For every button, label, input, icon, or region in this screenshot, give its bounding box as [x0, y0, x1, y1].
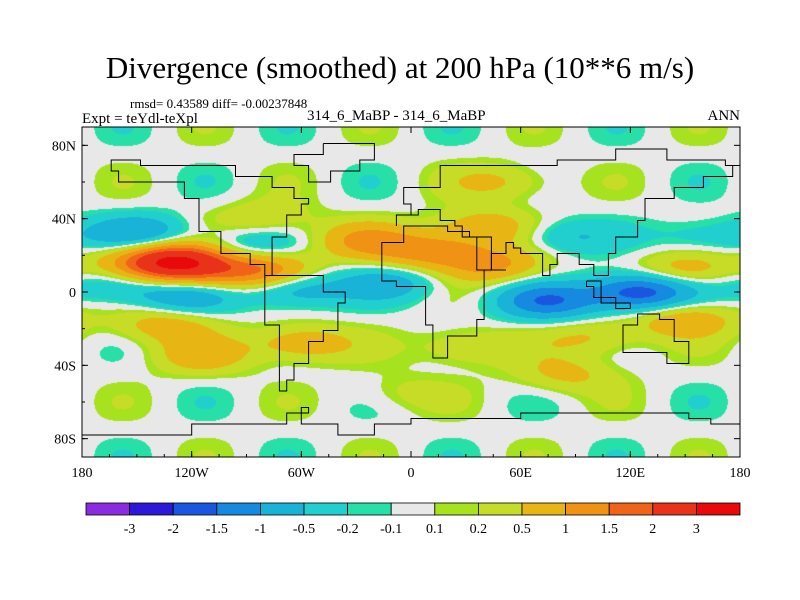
x-axis: 180 120W 60W 0 60E 120E 180 [72, 127, 751, 481]
colorbar-label: 0.5 [513, 522, 531, 537]
x-tick-label: 60E [509, 466, 532, 481]
coastline-7 [293, 143, 375, 183]
colorbar-label: -3 [124, 522, 136, 537]
colorbar-swatch [172, 502, 218, 516]
coastline-4 [622, 313, 690, 364]
colorbar-swatch [521, 502, 566, 516]
coastline-2 [381, 225, 506, 359]
coastline-5 [586, 280, 631, 309]
colorbar-label: -1.5 [206, 522, 228, 537]
colorbar-swatch [303, 502, 348, 516]
colorbar-swatch [608, 502, 654, 516]
colorbar-label: -0.2 [337, 522, 359, 537]
chart-title: Divergence (smoothed) at 200 hPa (10**6 … [105, 50, 695, 85]
colorbar-swatch [390, 502, 436, 516]
colorbar-label: -0.5 [293, 522, 315, 537]
x-tick-label: 180 [730, 466, 751, 481]
coastline-3 [395, 148, 740, 276]
colorbar: -3 -2 -1.5 -1 -0.5 -0.2 -0.1 0.1 0.2 0.5 1 1.5 2 3 [85, 502, 741, 537]
colorbar-swatch [652, 502, 697, 516]
colorbar-swatch [216, 502, 261, 516]
y-tick-label: 80N [52, 139, 76, 154]
colorbar-label: 1.5 [600, 522, 618, 537]
x-tick-label: 120W [175, 466, 210, 481]
divergence-field [82, 127, 740, 457]
coastline-1 [264, 275, 346, 392]
colorbar-swatch [85, 502, 130, 516]
case-label: 314_6_MaBP - 314_6_MaBP [307, 108, 486, 124]
season-label: ANN [707, 108, 741, 124]
colorbar-label: -0.1 [380, 522, 402, 537]
colorbar-swatch [347, 502, 392, 516]
y-tick-label: 80S [54, 433, 76, 448]
y-tick-label: 0 [69, 286, 76, 301]
colorbar-swatch [259, 502, 305, 516]
y-tick-label: 40N [52, 213, 76, 228]
colorbar-swatch [696, 502, 741, 516]
colorbar-label: -2 [167, 522, 179, 537]
y-axis: 80N 40N 0 40S 80S [52, 139, 740, 448]
colorbar-swatch [129, 502, 174, 516]
coastline-6 [82, 407, 740, 436]
x-tick-label: 60W [288, 466, 316, 481]
colorbar-swatch [565, 502, 610, 516]
coastline-0 [110, 159, 310, 276]
coastlines [82, 143, 740, 436]
colorbar-label: 3 [693, 522, 700, 537]
x-tick-label: 0 [408, 466, 415, 481]
colorbar-label: 1 [562, 522, 569, 537]
experiment-label: Expt = teYdl-teXpl [82, 111, 198, 127]
colorbar-swatch [434, 502, 479, 516]
colorbar-label: 2 [649, 522, 656, 537]
x-tick-label: 120E [616, 466, 646, 481]
colorbar-swatch [477, 502, 523, 516]
colorbar-label: 0.2 [470, 522, 488, 537]
colorbar-label: 0.1 [426, 522, 444, 537]
colorbar-label: -1 [255, 522, 267, 537]
stats-line: rmsd= 0.43589 diff= -0.00237848 [130, 96, 308, 111]
y-tick-label: 40S [54, 359, 76, 374]
x-tick-label: 180 [72, 466, 93, 481]
